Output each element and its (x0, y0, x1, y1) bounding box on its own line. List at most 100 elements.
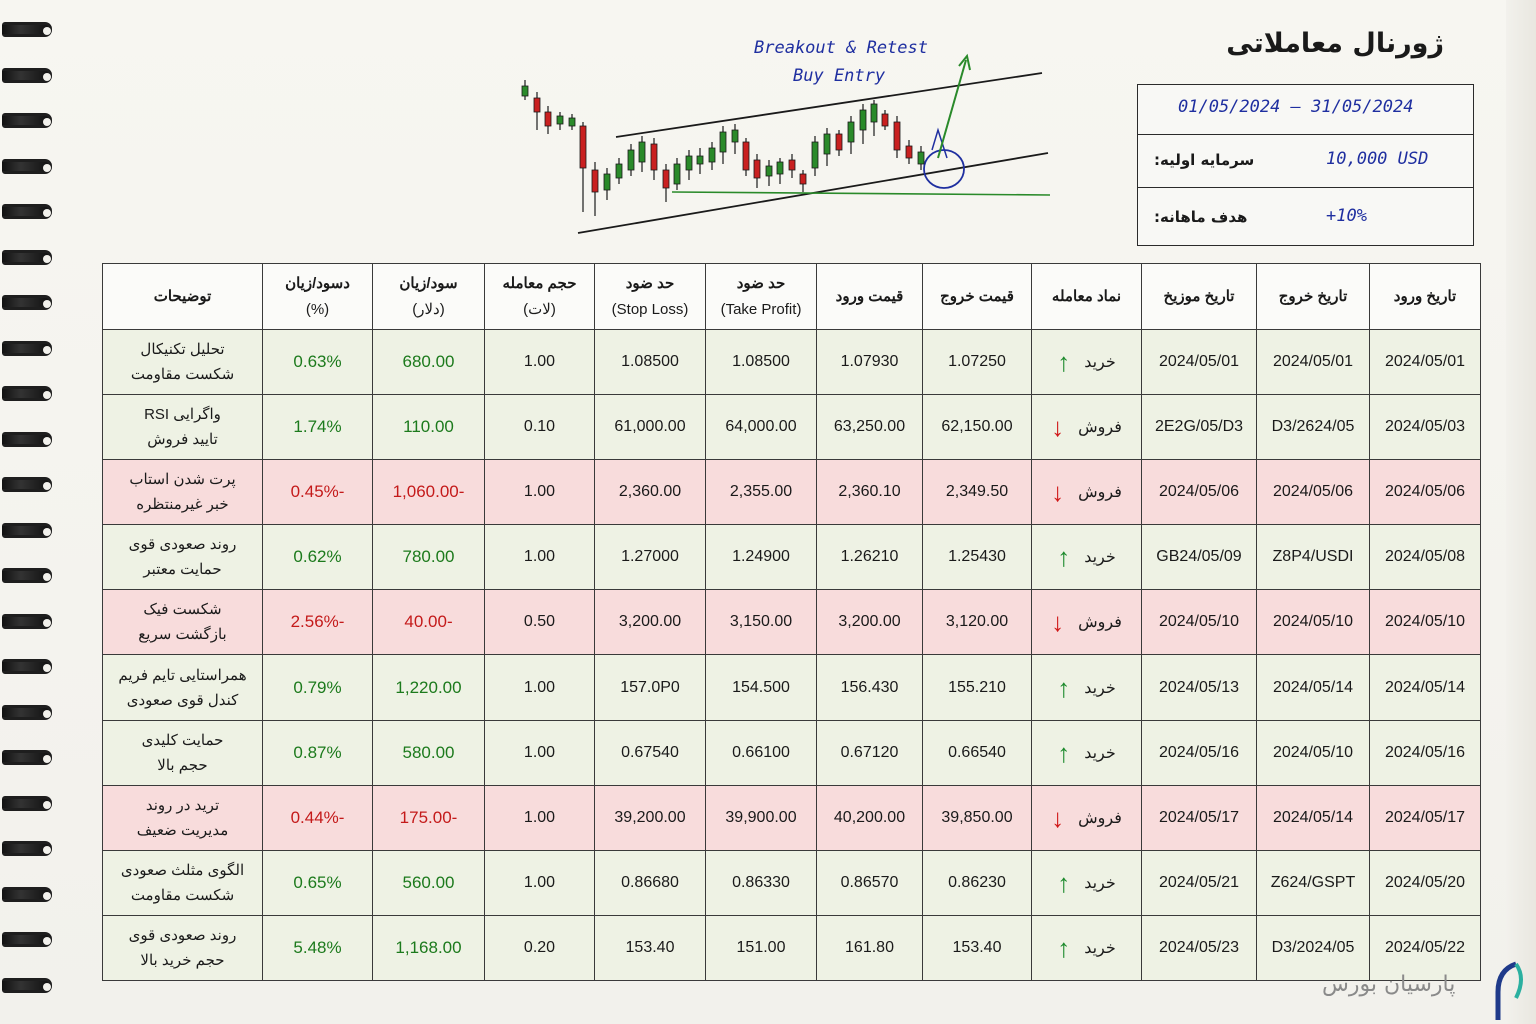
hand-drawn-chart: Breakout & Retest Buy Entry (510, 30, 1070, 250)
cell-take-profit: 39,900.00 (705, 784, 817, 851)
binding-ring (2, 431, 52, 447)
arrow-down-icon: ↓ (1051, 412, 1065, 443)
column-header-subtitle: (%) (305, 300, 330, 318)
cell-date3: 2024/05/23 (1141, 914, 1257, 982)
candle-body (753, 159, 761, 179)
column-header-title: قیمت ورود (835, 287, 904, 305)
candle-body (685, 155, 693, 171)
cell-entry-price: 40,200.00 (816, 784, 923, 851)
cell-side: فروش ↓ (1031, 459, 1142, 526)
cell-pnl-pct: -0.45% (262, 459, 373, 526)
candle-body (533, 97, 541, 113)
cell-pnl-pct: 5.48% (262, 914, 373, 982)
side-wrap: خرید ↑ (1057, 349, 1116, 375)
cell-entry-price: 156.430 (816, 654, 923, 721)
candle-body (788, 159, 796, 171)
cell-exit-price: 2,349.50 (922, 459, 1032, 526)
candle-body (627, 149, 635, 171)
cell-pnl-pct: -2.56% (262, 589, 373, 656)
cell-stop-loss: 61,000.00 (594, 394, 706, 461)
column-header: دسود/زیان (%) (262, 263, 373, 330)
cell-take-profit: 1.24900 (705, 524, 817, 591)
cell-lots: 1.00 (484, 654, 595, 721)
column-header-title: حد ضود (736, 274, 786, 292)
table-row: 2024/05/03 2624/05/D3 2E2G/05/D3 فروش ↓ 62,15… (102, 394, 1481, 461)
cell-lots: 0.50 (484, 589, 595, 656)
cell-entry-date: 2024/05/10 (1369, 589, 1481, 656)
side-label: خرید (1084, 939, 1116, 957)
candle-body (615, 163, 623, 179)
cell-date3: 2024/05/16 (1141, 719, 1257, 786)
cell-entry-price: 3,200.00 (816, 589, 923, 656)
cell-notes: تحلیل تکنیکال شکست مقاومت (102, 328, 263, 396)
side-label: خرید (1084, 354, 1116, 372)
cell-exit-price: 1.25430 (922, 524, 1032, 591)
column-header: سود/زیان (دلار) (372, 263, 485, 330)
cell-exit-price: 3,120.00 (922, 589, 1032, 656)
cell-exit-date: 2024/05/14 (1256, 654, 1370, 721)
side-label: خرید (1084, 744, 1116, 762)
note-line-1: پرت شدن استاب (129, 471, 236, 489)
binding-ring (2, 386, 52, 401)
cell-stop-loss: 153.40 (594, 914, 706, 982)
cell-exit-date: Z8P4/USDI (1256, 524, 1370, 591)
note-line-2: حمایت معتبر (143, 561, 222, 579)
chart-annotation-2: Buy Entry (793, 66, 886, 86)
cell-notes: پرت شدن استاب خبر غیرمنتظره (102, 459, 263, 526)
cell-stop-loss: 157.0P0 (594, 654, 706, 721)
side-label: فروش (1078, 419, 1122, 437)
cell-exit-date: 2024/05/06 (1256, 459, 1370, 526)
cell-pnl-pct: 1.74% (262, 394, 373, 461)
note-line-1: همراستایی تایم فریم (118, 666, 247, 684)
brand-logo: پارسیان بورس (1322, 958, 1532, 1022)
binding-ring (2, 340, 52, 356)
side-wrap: فروش ↓ (1051, 479, 1122, 505)
candle-body (731, 129, 739, 143)
cell-date3: GB24/05/09 (1141, 524, 1257, 591)
note-line-2: بازگشت سریع (138, 626, 227, 644)
cell-stop-loss: 0.67540 (594, 719, 706, 786)
cell-stop-loss: 0.86680 (594, 849, 706, 916)
side-wrap: فروش ↓ (1051, 609, 1122, 635)
candle-body (638, 141, 646, 163)
cell-lots: 0.10 (484, 394, 595, 461)
binding-ring (2, 886, 52, 902)
cell-take-profit: 1.08500 (705, 328, 817, 396)
binding-ring (2, 295, 52, 310)
cell-side: خرید ↑ (1031, 654, 1142, 721)
column-header: تاریخ ورود (1369, 263, 1481, 330)
cell-exit-price: 39,850.00 (922, 784, 1032, 851)
breakout-arrow-line (937, 59, 967, 159)
cell-exit-price: 62,150.00 (922, 394, 1032, 461)
binding-ring (2, 22, 52, 37)
binding-ring (2, 659, 52, 674)
candle-body (568, 117, 576, 127)
note-line-2: شکست مقاومت (130, 366, 235, 384)
retest-tick (931, 127, 948, 159)
cell-exit-date: 2024/05/D3 (1256, 914, 1370, 982)
page-title: ژورنال معاملاتی (1226, 28, 1444, 59)
cell-lots: 1.00 (484, 524, 595, 591)
cell-entry-price: 1.26210 (816, 524, 923, 591)
cell-entry-price: 0.86570 (816, 849, 923, 916)
table-row: 2024/05/14 2024/05/14 2024/05/13 خرید ↑ 155.2… (102, 654, 1481, 721)
table-row: 2024/05/06 2024/05/06 2024/05/06 فروش ↓ 2,349… (102, 459, 1481, 526)
cell-pnl-pct: -0.44% (262, 784, 373, 851)
target-row: +10% هدف ماهانه: (1138, 188, 1473, 244)
parsian-logo-icon (1495, 961, 1523, 1020)
cell-entry-date: 2024/05/20 (1369, 849, 1481, 916)
side-wrap: خرید ↑ (1057, 932, 1116, 963)
cell-stop-loss: 1.27000 (594, 524, 706, 591)
column-header: حد ضود (Take Profit) (705, 263, 817, 330)
binding-ring (2, 932, 52, 947)
period-dates: 01/05/2024 – 31/05/2024 (1178, 97, 1413, 117)
candle-body (579, 125, 587, 169)
column-header: قیمت خروج (922, 263, 1032, 330)
note-line-2: تایید فروش (147, 431, 218, 449)
cell-side: خرید ↑ (1031, 328, 1142, 396)
binding-ring (2, 158, 52, 174)
candle-body (556, 115, 564, 125)
cell-exit-date: 2024/05/01 (1256, 328, 1370, 396)
arrow-up-icon: ↑ (1057, 932, 1071, 963)
cell-stop-loss: 3,200.00 (594, 589, 706, 656)
